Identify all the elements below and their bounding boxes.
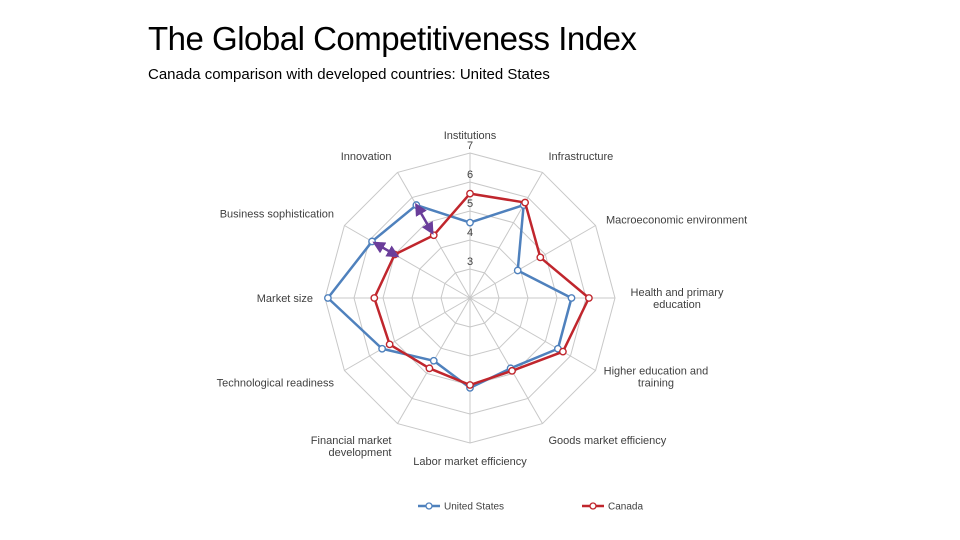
legend-marker xyxy=(425,502,433,510)
data-point xyxy=(536,253,545,262)
page-subtitle: Canada comparison with developed countri… xyxy=(148,66,550,83)
axis-spoke xyxy=(469,297,596,371)
tick-label: 6 xyxy=(467,169,473,181)
legend-item: Canada xyxy=(582,502,643,513)
legend-label: United States xyxy=(444,502,504,513)
axis-label: Macroeconomic environment xyxy=(606,215,747,227)
data-point xyxy=(466,189,474,198)
legend-label: Canada xyxy=(608,502,643,513)
data-point xyxy=(559,347,567,356)
legend-item: United States xyxy=(418,502,504,513)
data-point xyxy=(466,218,474,227)
tick-label: 3 xyxy=(467,256,473,268)
axis-spoke xyxy=(469,297,543,424)
data-point xyxy=(521,198,529,207)
data-point xyxy=(425,364,434,373)
data-point xyxy=(370,294,379,302)
axis-label: Financial market xyxy=(311,435,392,447)
data-point xyxy=(385,340,394,349)
axis-spoke xyxy=(469,225,596,299)
data-point xyxy=(513,266,522,275)
data-point xyxy=(567,294,576,302)
axis-label: development xyxy=(329,447,392,459)
axis-label: training xyxy=(638,378,674,390)
tick-label: 7 xyxy=(467,140,473,152)
axis-label: Institutions xyxy=(444,130,497,142)
axis-label: Market size xyxy=(257,293,313,305)
legend-marker xyxy=(589,502,597,510)
axis-spoke xyxy=(344,225,471,299)
data-point xyxy=(585,294,593,302)
series-line xyxy=(326,203,573,390)
axis-label: Innovation xyxy=(341,151,392,163)
data-point xyxy=(429,356,438,365)
axis-label: Goods market efficiency xyxy=(549,435,667,447)
data-point xyxy=(323,294,332,302)
axis-spoke xyxy=(469,172,543,299)
annotation-arrow xyxy=(415,202,434,235)
axis-label: Higher education and xyxy=(604,366,709,378)
tick-label: 4 xyxy=(467,227,473,239)
axis-label: Labor market efficiency xyxy=(413,456,527,468)
axis-label: education xyxy=(653,299,701,311)
annotation-arrow xyxy=(372,241,400,258)
tick-label: 5 xyxy=(467,198,473,210)
axis-label: Business sophistication xyxy=(220,209,334,221)
axis-label: Technological readiness xyxy=(217,378,335,390)
axis-label: Health and primary xyxy=(631,287,724,299)
axis-spoke xyxy=(344,297,471,371)
page-title: The Global Competitiveness Index xyxy=(148,20,637,57)
axis-label: Infrastructure xyxy=(549,151,614,163)
data-point xyxy=(466,381,474,389)
data-point xyxy=(508,366,516,375)
data-point xyxy=(378,344,386,353)
